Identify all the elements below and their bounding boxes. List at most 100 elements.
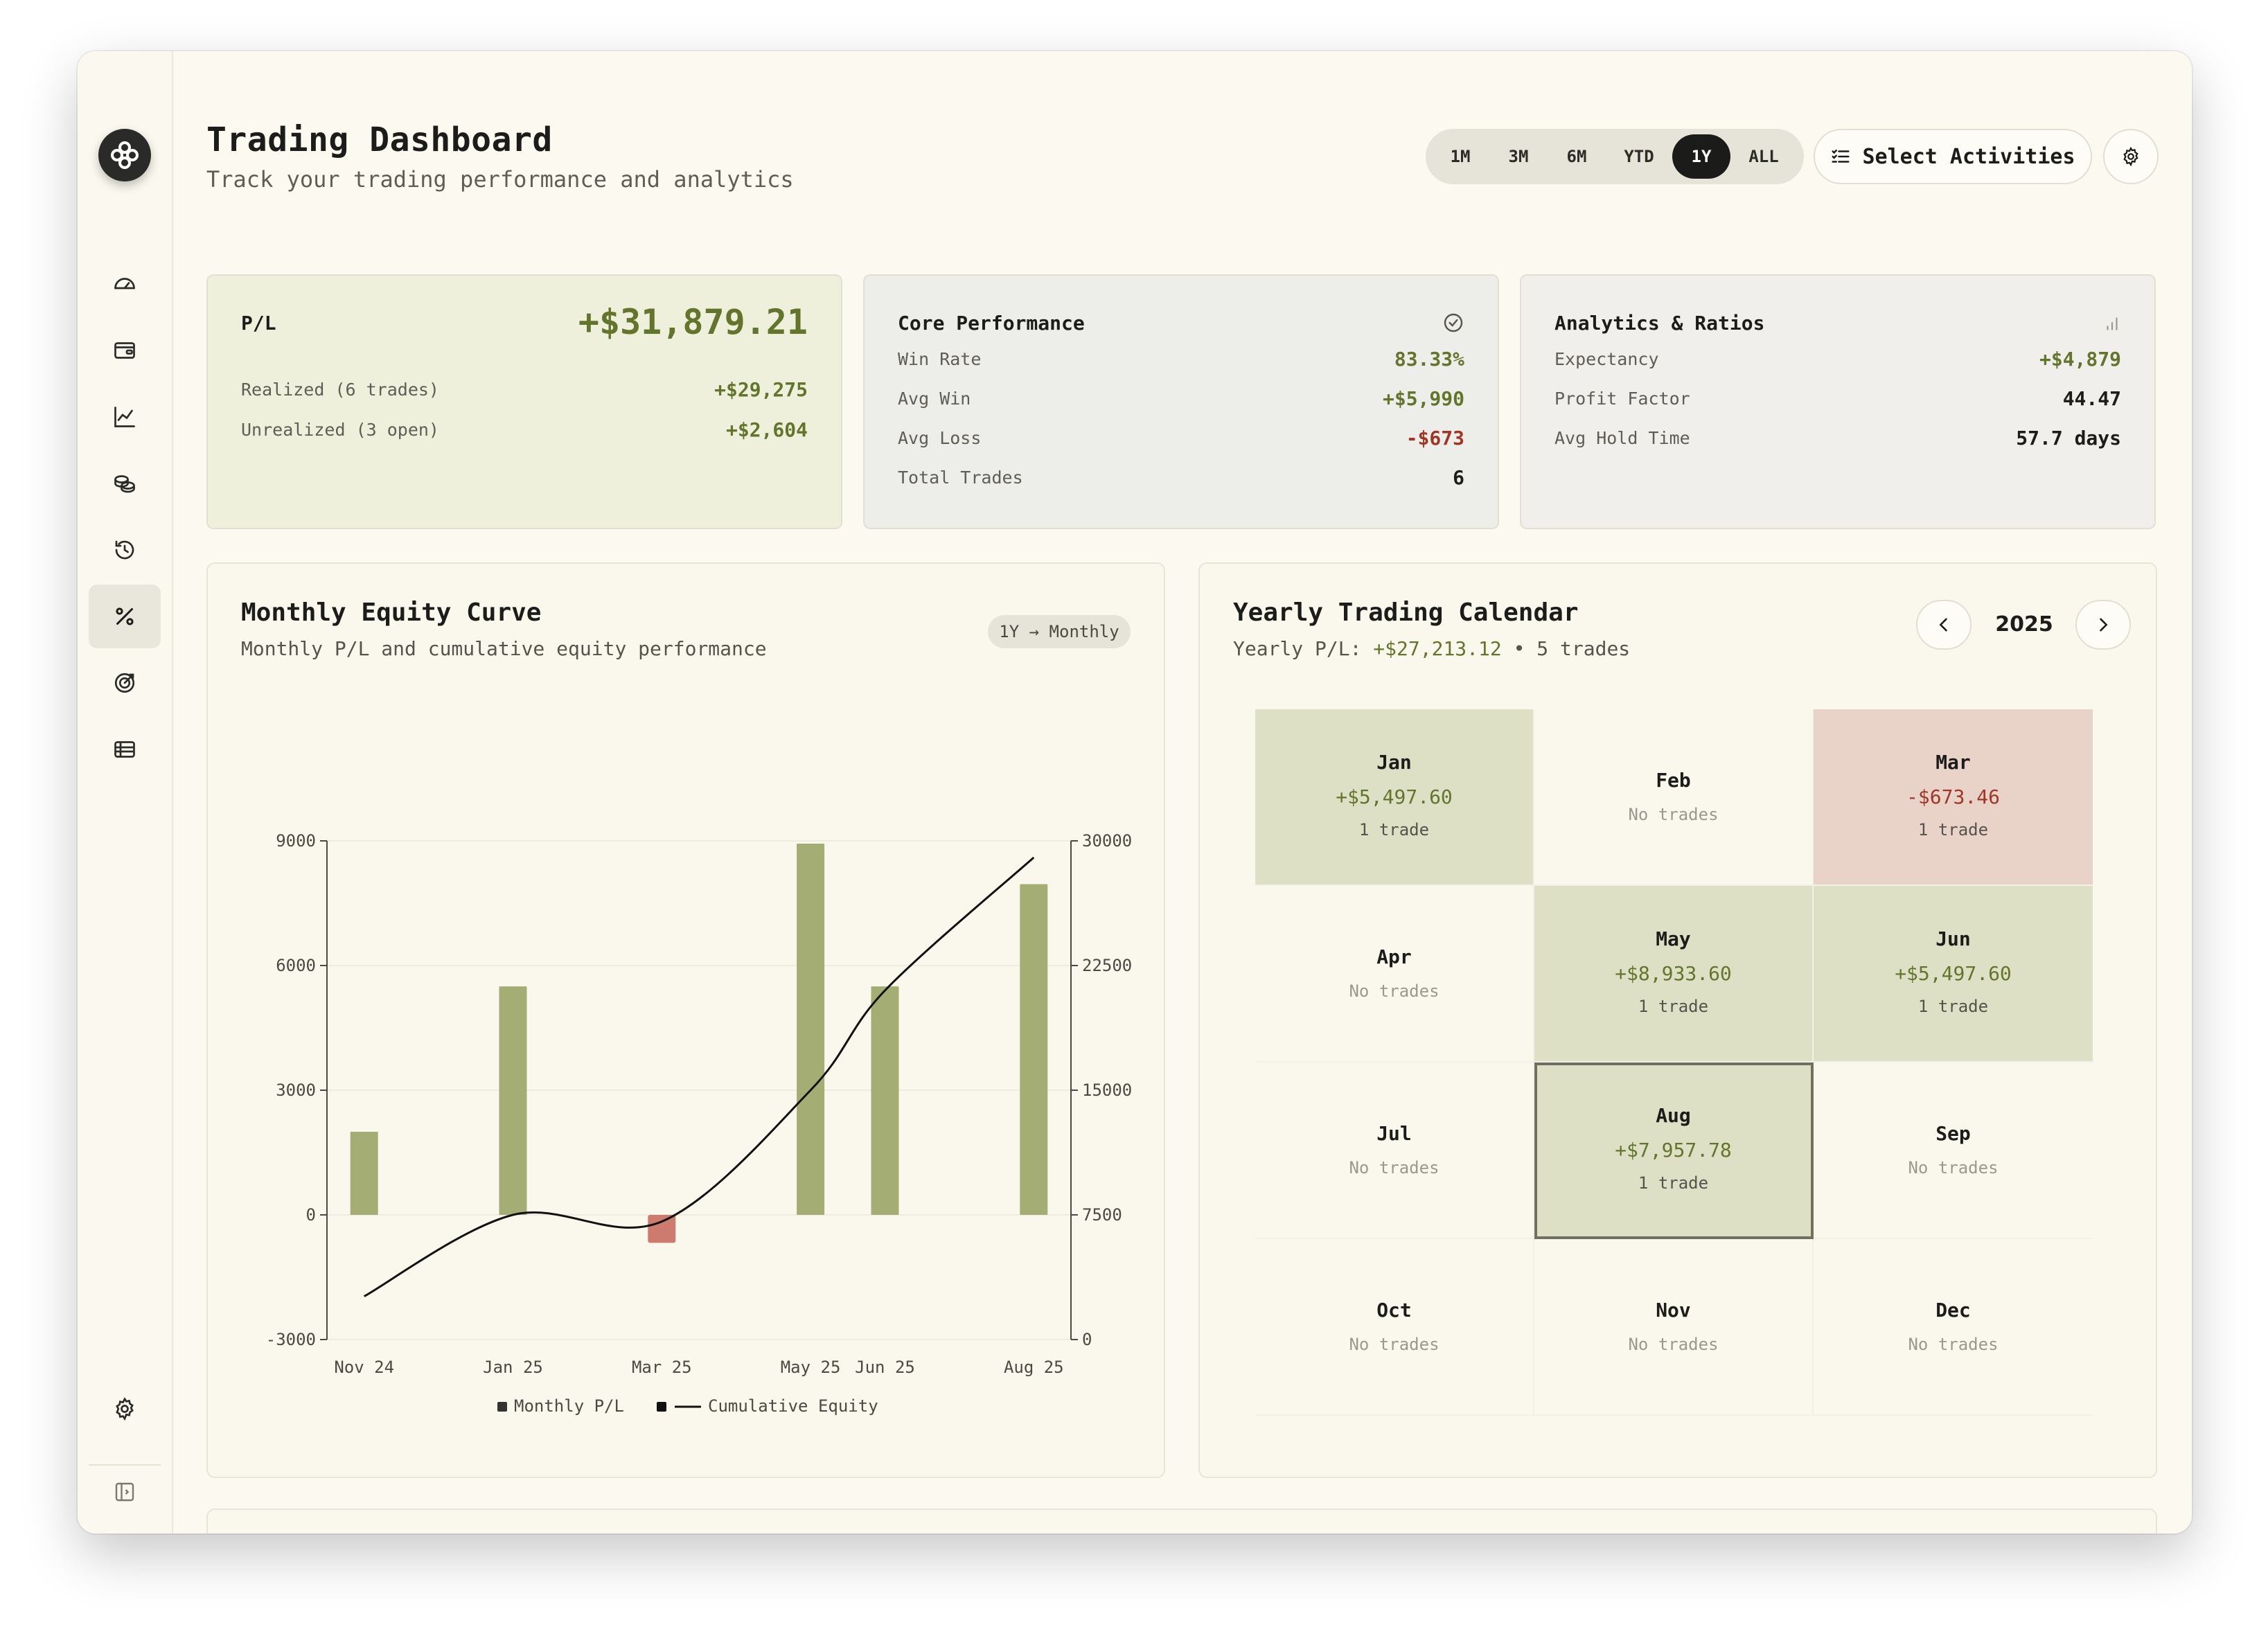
calendar-month-name: Sep (1935, 1122, 1971, 1145)
y-left-tick-label: 0 (306, 1205, 316, 1225)
legend-label-cumulative-equity: Cumulative Equity (708, 1396, 878, 1416)
core_card-row-label: Total Trades (898, 468, 1023, 488)
range-all-button[interactable]: ALL (1748, 147, 1779, 166)
calendar-month-pl: +$7,957.78 (1615, 1139, 1732, 1162)
x-tick-label: Aug 25 (1004, 1358, 1064, 1377)
calendar-summary-value: +$27,213.12 (1373, 637, 1502, 660)
range-3m-button[interactable]: 3M (1508, 147, 1529, 166)
x-tick-label: Jun 25 (855, 1358, 915, 1377)
percent-icon (116, 607, 134, 625)
core_card-row-label: Win Rate (898, 349, 982, 369)
calendar-month-aug[interactable]: Aug +$7,957.78 1 trade (1534, 1062, 1814, 1239)
nav-holdings[interactable] (89, 452, 161, 515)
unrealized-value: +$2,604 (725, 418, 808, 441)
calendar-month-may[interactable]: May +$8,933.60 1 trade (1534, 886, 1814, 1062)
y-left-tick-label: -3000 (266, 1330, 316, 1349)
calendar-month-jan[interactable]: Jan +$5,497.60 1 trade (1255, 709, 1534, 886)
calendar-month-jul[interactable]: Jul No trades (1255, 1062, 1534, 1239)
calendar-month-nov[interactable]: Nov No trades (1534, 1239, 1814, 1416)
calendar-month-name: Oct (1376, 1299, 1412, 1322)
calendar-year: 2025 (1995, 612, 2053, 637)
sidebar-toggle-icon (115, 1482, 134, 1502)
x-tick-label: Jan 25 (483, 1358, 543, 1377)
core_card-row-value: +$5,990 (1382, 387, 1464, 410)
equity-title: Monthly Equity Curve (241, 598, 542, 627)
check-circle-icon (1444, 313, 1463, 332)
settings-button[interactable] (2103, 129, 2159, 184)
nav-dashboard[interactable] (89, 252, 161, 316)
core_card-row-value: 6 (1453, 466, 1464, 489)
calendar-month-trades: No trades (1908, 1158, 1999, 1177)
y-left-tick-label: 6000 (276, 956, 316, 975)
bar-aug-25 (1020, 884, 1048, 1215)
target-icon (114, 673, 135, 693)
calendar-month-oct[interactable]: Oct No trades (1255, 1239, 1534, 1416)
range-ytd-button[interactable]: YTD (1624, 147, 1654, 166)
calendar-month-sep[interactable]: Sep No trades (1814, 1062, 2093, 1239)
calendar-month-pl: +$8,933.60 (1615, 962, 1732, 985)
nav-wallet[interactable] (89, 319, 161, 382)
calendar-month-trades: 1 trade (1638, 997, 1709, 1016)
list-icon (114, 741, 135, 758)
calendar-month-name: Dec (1935, 1299, 1971, 1322)
nav-activities[interactable] (89, 718, 161, 781)
calendar-month-trades: 1 trade (1638, 1173, 1709, 1193)
range-1m-button[interactable]: 1M (1450, 147, 1471, 166)
cumulative-equity-line (363, 856, 1035, 1297)
bar-nov-24 (350, 1132, 378, 1215)
pl-label: P/L (241, 312, 276, 335)
core_card-row-label: Avg Win (898, 389, 971, 409)
bar-jan-25 (499, 986, 527, 1215)
logo-icon[interactable] (98, 129, 151, 181)
y-left-tick-label: 3000 (276, 1081, 316, 1100)
calendar-month-name: Jan (1376, 751, 1412, 774)
nav-performance[interactable] (89, 385, 161, 449)
realized-label: Realized (6 trades) (241, 380, 439, 400)
pl-card: P/L +$31,879.21 Realized (6 trades) +$29… (206, 274, 842, 529)
legend-label-monthly-pl: Monthly P/L (514, 1396, 624, 1416)
core_card-row-value: 83.33% (1394, 348, 1464, 371)
calendar-month-dec[interactable]: Dec No trades (1814, 1239, 2093, 1416)
legend-swatch-cumulative-equity (657, 1402, 666, 1412)
calendar-month-pl: +$5,497.60 (1895, 962, 2012, 985)
bar-signal-icon (2107, 317, 2118, 330)
calendar-month-trades: No trades (1908, 1335, 1999, 1354)
y-right-tick-label: 7500 (1082, 1205, 1122, 1225)
calendar-month-pl: +$5,497.60 (1336, 785, 1453, 808)
range-6m-button[interactable]: 6M (1566, 147, 1587, 166)
nav-goals[interactable] (89, 651, 161, 715)
analytics-label: Analytics & Ratios (1554, 312, 1765, 335)
analytics_card-row-label: Expectancy (1554, 349, 1659, 369)
select-activities-button[interactable]: Select Activities (1814, 129, 2092, 184)
nav-trading[interactable] (89, 585, 161, 648)
page-title: Trading Dashboard (206, 121, 553, 159)
equity-subtitle: Monthly P/L and cumulative equity perfor… (241, 637, 767, 660)
calendar-month-name: Jul (1376, 1122, 1412, 1145)
calendar-month-trades: No trades (1349, 1335, 1439, 1354)
list-check-icon (1832, 150, 1850, 163)
calendar-month-jun[interactable]: Jun +$5,497.60 1 trade (1814, 886, 2093, 1062)
core-performance-card: Core Performance Win Rate 83.33% Avg Win +$… (863, 274, 1499, 529)
range-1y-button[interactable]: 1Y (1672, 134, 1730, 179)
pl-total: +$31,879.21 (578, 302, 808, 342)
calendar-grid: Jan +$5,497.60 1 trade Feb No trades Mar -$673… (1255, 709, 2093, 1416)
calendar-month-mar[interactable]: Mar -$673.46 1 trade (1814, 709, 2093, 886)
x-tick-label: Mar 25 (632, 1358, 692, 1377)
chart-line-icon (114, 407, 135, 427)
analytics-card: Analytics & Ratios Expectancy +$4,879 Prof… (1520, 274, 2156, 529)
settings-icon (116, 1397, 134, 1421)
calendar-month-trades: 1 trade (1917, 820, 1989, 839)
calendar-month-apr[interactable]: Apr No trades (1255, 886, 1534, 1062)
y-right-tick-label: 15000 (1082, 1081, 1132, 1100)
sidebar-toggle-button[interactable] (89, 1464, 161, 1520)
y-right-tick-label: 22500 (1082, 956, 1132, 975)
nav-history[interactable] (89, 518, 161, 582)
calendar-month-trades: 1 trade (1358, 820, 1430, 839)
wallet-icon (114, 342, 135, 359)
calendar-month-feb[interactable]: Feb No trades (1534, 709, 1814, 886)
calendar-month-name: Feb (1656, 769, 1691, 792)
prev-year-button[interactable] (1916, 600, 1972, 650)
next-year-button[interactable] (2075, 600, 2131, 650)
nav-settings[interactable] (89, 1381, 161, 1437)
calendar-month-name: Nov (1656, 1299, 1691, 1322)
